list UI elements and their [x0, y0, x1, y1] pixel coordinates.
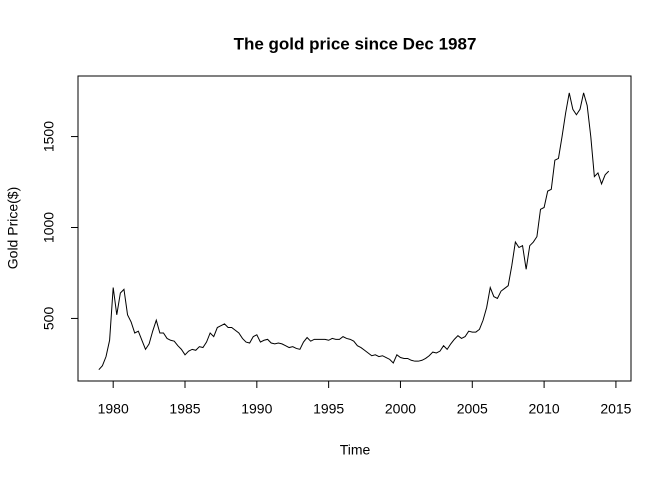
x-tick-label: 2000: [385, 401, 416, 417]
x-tick-label: 1985: [169, 401, 200, 417]
x-tick-label: 1980: [98, 401, 129, 417]
x-axis-label: Time: [340, 442, 371, 458]
x-tick-label: 1995: [313, 401, 344, 417]
x-tick-label: 2005: [457, 401, 488, 417]
y-tick-label: 1500: [41, 121, 57, 152]
x-tick-label: 1990: [241, 401, 272, 417]
x-tick-label: 2010: [529, 401, 560, 417]
x-tick-label: 2015: [600, 401, 631, 417]
price-line: [98, 92, 610, 371]
y-axis-label: Gold Price($): [5, 187, 21, 269]
y-tick-label: 500: [41, 307, 57, 331]
y-tick-label: 1000: [41, 212, 57, 243]
plot-frame: [77, 75, 632, 382]
chart-title: The gold price since Dec 1987: [234, 34, 477, 53]
